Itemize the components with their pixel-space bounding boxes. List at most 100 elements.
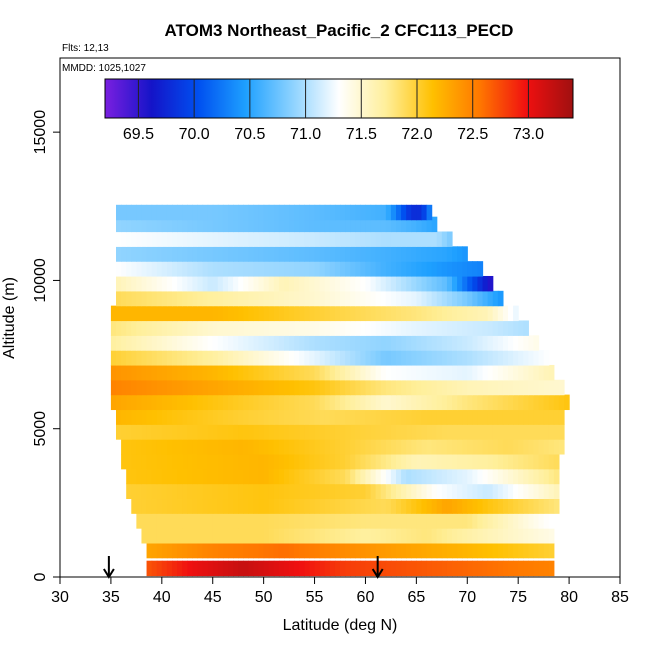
heatmap-cell: [452, 364, 458, 381]
heatmap-cell: [161, 231, 168, 247]
heatmap-cell: [182, 216, 188, 233]
heatmap-cell: [385, 204, 392, 221]
heatmap-cell: [345, 379, 351, 396]
heatmap-cell: [345, 204, 351, 221]
heatmap-cell: [492, 513, 499, 529]
heatmap-cell: [228, 483, 234, 500]
heatmap-cell: [365, 424, 372, 440]
heatmap-cell: [273, 542, 280, 559]
heatmap-cell: [355, 528, 361, 544]
heatmap-cell: [121, 275, 127, 292]
heatmap-cell: [192, 290, 199, 307]
heatmap-cell: [329, 275, 336, 292]
heatmap-cell: [523, 513, 529, 529]
heatmap-cell: [289, 439, 295, 455]
heatmap-cell: [446, 320, 453, 336]
heatmap-cell: [217, 231, 224, 247]
heatmap-cell: [187, 231, 193, 247]
heatmap-cell: [212, 216, 219, 233]
heatmap-cell: [156, 424, 163, 440]
heatmap-cell: [385, 305, 392, 322]
heatmap-cell: [518, 394, 524, 411]
heatmap-cell: [462, 513, 468, 529]
heatmap-cell: [233, 379, 239, 396]
heatmap-cell: [431, 394, 438, 411]
heatmap-cell: [187, 364, 193, 381]
heatmap-cell: [523, 364, 529, 381]
heatmap-cell: [416, 364, 423, 381]
heatmap-cell: [187, 350, 193, 366]
heatmap-cell: [467, 409, 473, 425]
heatmap-cell: [151, 409, 158, 425]
heatmap-cell: [467, 483, 473, 500]
heatmap-cell: [380, 409, 387, 425]
heatmap-cell: [533, 468, 540, 485]
heatmap-cell: [319, 231, 326, 247]
heatmap-cell: [233, 498, 239, 514]
heatmap-cell: [452, 290, 458, 307]
heatmap-cell: [248, 483, 255, 500]
heatmap-cell: [248, 409, 255, 425]
heatmap-cell: [375, 320, 382, 336]
heatmap-cell: [360, 216, 367, 233]
heatmap-cell: [502, 320, 509, 336]
heatmap-cell: [116, 231, 122, 247]
heatmap-cell: [365, 335, 372, 351]
heatmap-cell: [538, 424, 545, 440]
heatmap-cell: [161, 204, 168, 221]
heatmap-cell: [416, 542, 423, 559]
heatmap-cell: [345, 216, 351, 233]
heatmap-cell: [345, 364, 351, 381]
heatmap-cell: [365, 305, 372, 322]
heatmap-cell: [375, 379, 382, 396]
heatmap-cell: [497, 320, 504, 336]
heatmap-cell: [126, 335, 132, 351]
heatmap-cell: [309, 364, 316, 381]
heatmap-cell: [411, 320, 417, 336]
heatmap-cell: [121, 231, 127, 247]
heatmap-cell: [172, 231, 178, 247]
heatmap-cell: [166, 290, 173, 307]
heatmap-cell: [446, 379, 453, 396]
heatmap-cell: [421, 275, 428, 292]
heatmap-cell: [396, 498, 402, 514]
heatmap-cell: [156, 394, 163, 411]
heatmap-cell: [166, 261, 173, 277]
heatmap-cell: [390, 275, 397, 292]
flights-label: Flts: 12,13: [62, 43, 109, 54]
heatmap-cell: [273, 498, 280, 514]
heatmap-cell: [482, 560, 489, 577]
heatmap-cell: [273, 394, 280, 411]
heatmap-cell: [502, 560, 509, 577]
heatmap-cell: [268, 246, 275, 262]
heatmap-cell: [131, 424, 137, 440]
heatmap-cell: [151, 498, 158, 514]
heatmap-cell: [319, 275, 326, 292]
heatmap-cell: [482, 364, 489, 381]
heatmap-cell: [243, 261, 249, 277]
heatmap-cell: [253, 261, 260, 277]
heatmap-cell: [248, 350, 255, 366]
heatmap-cell: [166, 439, 173, 455]
heatmap-cell: [329, 483, 336, 500]
heatmap-cell: [151, 216, 158, 233]
heatmap-cell: [177, 424, 183, 440]
heatmap-cell: [334, 231, 341, 247]
heatmap-cell: [324, 528, 331, 544]
heatmap-cell: [182, 424, 188, 440]
heatmap-cell: [166, 364, 173, 381]
heatmap-cell: [487, 439, 494, 455]
heatmap-cell: [161, 335, 168, 351]
heatmap-cell: [121, 394, 127, 411]
heatmap-cell: [182, 335, 188, 351]
heatmap-cell: [309, 379, 316, 396]
heatmap-cell: [238, 216, 244, 233]
heatmap-cell: [192, 350, 199, 366]
heatmap-cell: [340, 439, 346, 455]
heatmap-cell: [380, 424, 387, 440]
heatmap-cell: [268, 409, 275, 425]
heatmap-cell: [116, 216, 122, 233]
heatmap-cell: [401, 216, 407, 233]
heatmap-cell: [233, 290, 239, 307]
heatmap-cell: [197, 453, 204, 470]
